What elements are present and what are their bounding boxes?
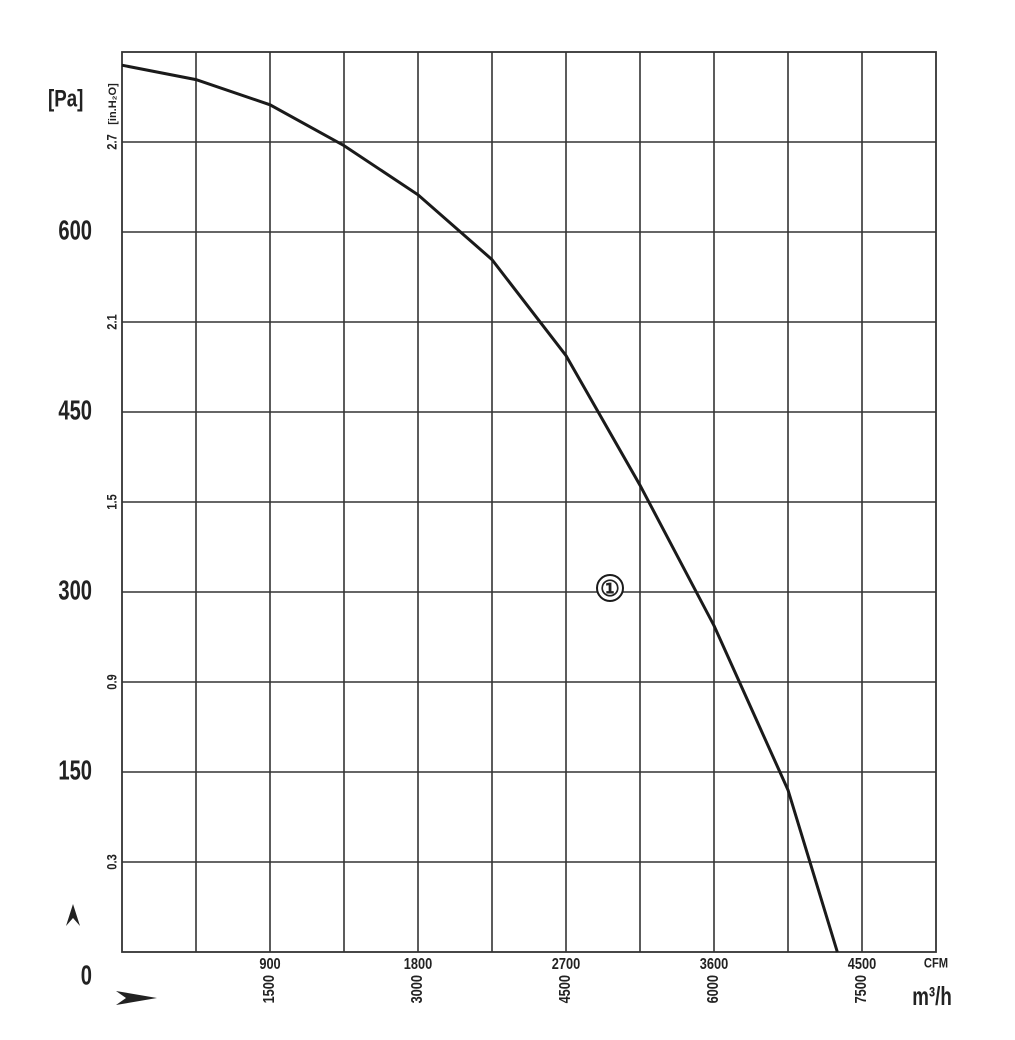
- x2-tick-label: 2700: [552, 956, 580, 974]
- x2-tick-label: 3600: [700, 956, 728, 974]
- y-tick-label: 300: [58, 575, 92, 606]
- y2-tick-label: 1.5: [105, 494, 120, 510]
- x-tick-label: 7500: [853, 975, 871, 1003]
- x-arrow: [116, 991, 157, 1005]
- y-tick-label: 0: [81, 960, 92, 991]
- y-tick-label: 150: [58, 755, 92, 786]
- x-unit: m³/h: [912, 981, 951, 1011]
- y2-unit: [in.H₂O]: [107, 83, 119, 125]
- x2-unit: CFM: [924, 956, 948, 971]
- y2-tick-label: 2.1: [105, 314, 120, 330]
- x2-tick-label: 1800: [404, 956, 432, 974]
- y2-tick-label: 0.9: [105, 674, 120, 690]
- x-tick-label: 3000: [409, 975, 427, 1003]
- x2-tick-label: 4500: [848, 956, 876, 974]
- x-tick-label: 1500: [261, 975, 279, 1003]
- y2-tick-label: 2.7: [105, 134, 120, 150]
- x2-tick-label: 900: [259, 956, 280, 974]
- curve-label-ring: [596, 574, 624, 602]
- x-tick-label: 6000: [705, 975, 723, 1003]
- y-unit: [Pa]: [48, 85, 83, 112]
- curve: [121, 63, 839, 953]
- y-tick-label: 450: [58, 395, 92, 426]
- x-tick-label: 4500: [557, 975, 575, 1003]
- curve-label: ①: [600, 576, 620, 601]
- y2-tick-label: 0.3: [105, 854, 120, 870]
- y-arrow: [66, 904, 80, 926]
- y-tick-label: 600: [58, 215, 92, 246]
